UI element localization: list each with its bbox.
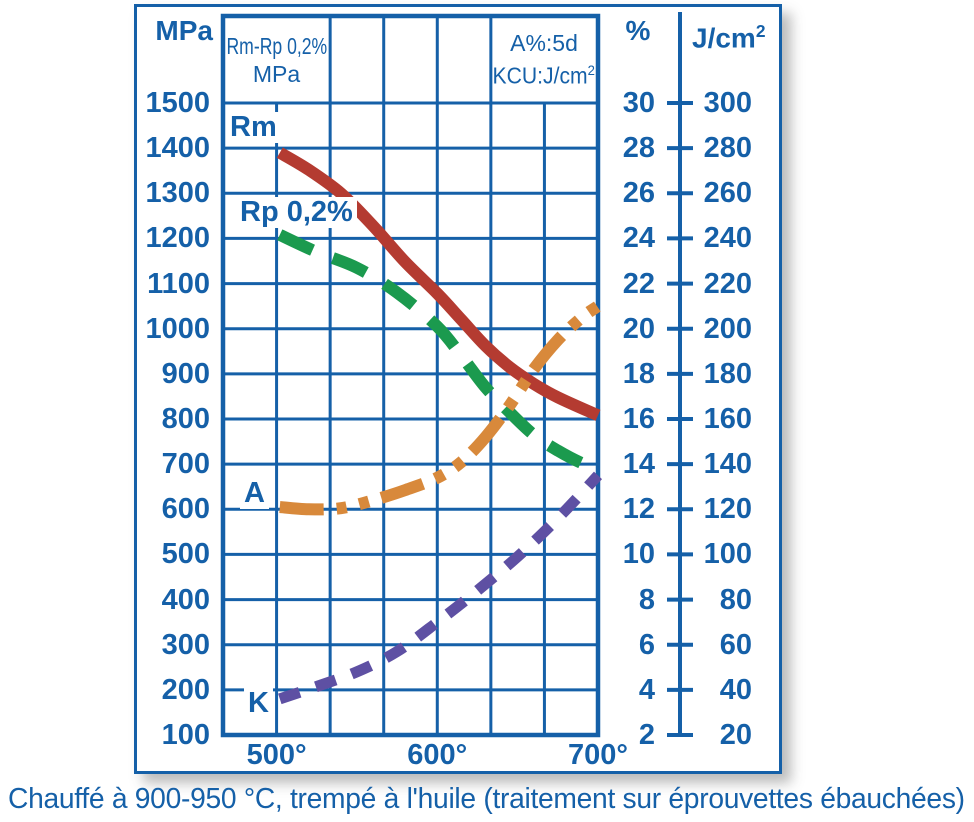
ductility-units-box: A%:5d KCU:J/cm2 <box>492 30 596 89</box>
mpa-tick-label: 1300 <box>145 177 210 210</box>
jcm2-tick-label: 220 <box>703 267 752 300</box>
temperature-tick-label: 600° <box>407 739 468 771</box>
jcm2-tick-label: 40 <box>719 673 752 706</box>
percent-tick-label: 14 <box>622 448 655 481</box>
percent-tick-label: 28 <box>622 132 655 165</box>
mpa-tick-label: 800 <box>161 403 210 435</box>
jcm2-tick-label: 180 <box>703 357 752 390</box>
percent-tick-label: 2 <box>638 719 655 751</box>
curve-label-rp02: Rp 0,2% <box>236 197 357 228</box>
mpa-tick-label: 300 <box>161 628 210 661</box>
temperature-tick-label: 700° <box>567 739 628 771</box>
jcm2-tick-label: 280 <box>703 132 752 165</box>
mpa-tick-label: 700 <box>161 448 210 481</box>
mpa-tick-label: 900 <box>161 357 210 390</box>
temperature-tick-label: 500° <box>246 739 307 771</box>
percent-tick-label: 18 <box>622 357 655 390</box>
curve-k <box>278 471 603 705</box>
figure-caption: Chauffé à 900-950 °C, trempé à l'huile (… <box>8 783 965 815</box>
percent-tick-label: 30 <box>622 87 655 119</box>
percent-tick-label: 24 <box>622 222 655 255</box>
frame-border <box>134 4 782 774</box>
jcm2-tick-label: 100 <box>703 538 752 571</box>
jcm2-tick-label: 240 <box>703 222 752 255</box>
curve-label-k: K <box>244 688 273 719</box>
jcm2-tick-label: 80 <box>719 583 752 616</box>
curve-label-a: A <box>240 478 269 509</box>
jcm2-tick-label: 60 <box>719 628 752 661</box>
curve-rp02 <box>277 229 600 475</box>
jcm2-tick-label: 20 <box>719 719 752 751</box>
jcm2-tick-label: 160 <box>703 403 752 435</box>
percent-axis-unit-label: % <box>625 15 651 46</box>
mpa-tick-label: 100 <box>161 719 210 751</box>
mpa-tick-label: 1400 <box>145 132 210 165</box>
percent-tick-label: 20 <box>622 312 655 345</box>
percent-tick-label: 8 <box>638 583 655 616</box>
mpa-tick-label: 400 <box>161 583 210 616</box>
jcm2-tick-label: 300 <box>703 87 752 119</box>
jcm2-tick-label: 140 <box>703 448 752 481</box>
percent-tick-label: 10 <box>622 538 655 571</box>
strength-units-box: Rm-Rp 0,2% MPa <box>226 32 327 87</box>
figure-frame: MPa % J/cm2 Rm-Rp 0,2% MPa A%:5d KCU:J/c… <box>134 4 782 774</box>
chart-canvas <box>134 4 782 774</box>
percent-tick-label: 4 <box>638 673 655 706</box>
mpa-tick-label: 1000 <box>145 312 210 345</box>
mpa-tick-label: 1100 <box>147 267 210 300</box>
mpa-tick-label: 1500 <box>145 87 210 119</box>
plot-border <box>220 13 601 738</box>
jcm2-tick-label: 260 <box>703 177 752 210</box>
percent-tick-label: 6 <box>638 628 655 661</box>
impact-axis-unit-label: J/cm2 <box>692 21 766 54</box>
percent-tick-label: 16 <box>622 403 655 435</box>
mpa-tick-label: 1200 <box>145 222 210 255</box>
curve-rm <box>276 147 601 421</box>
percent-tick-label: 22 <box>622 267 655 300</box>
percent-tick-label: 26 <box>622 177 655 210</box>
mpa-axis-unit-label: MPa <box>155 15 213 46</box>
curve-label-rm: Rm <box>226 112 281 143</box>
mpa-tick-label: 500 <box>161 538 210 571</box>
jcm2-tick-label: 120 <box>703 493 752 526</box>
jcm2-tick-label: 200 <box>703 312 752 345</box>
mpa-tick-label: 200 <box>161 673 210 706</box>
mpa-tick-label: 600 <box>161 493 210 526</box>
percent-tick-label: 12 <box>622 493 655 526</box>
curve-a <box>279 301 602 516</box>
